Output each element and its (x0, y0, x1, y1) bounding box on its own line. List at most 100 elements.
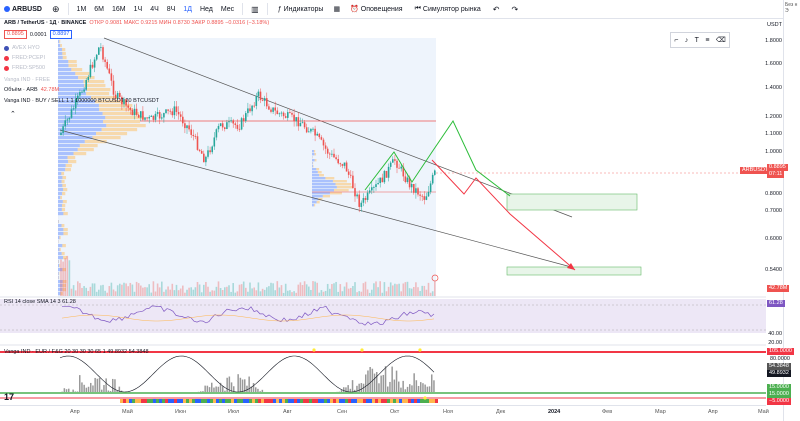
chart-type-icon[interactable]: ▥ (251, 4, 259, 14)
tf-8h[interactable]: 8Ч (166, 5, 176, 13)
candle-body (400, 166, 402, 169)
vanga-bottom-legend[interactable]: Vanga IND · EUR / F&G 20 30 30 30 65 1 4… (4, 349, 149, 355)
vanga-bar (391, 366, 393, 392)
tf-month[interactable]: Мес (220, 5, 235, 13)
volume-bar (72, 285, 75, 296)
volume-profile-bar (61, 252, 65, 256)
sell-price[interactable]: 0.8895 (4, 30, 27, 39)
volume-profile-bar (61, 224, 65, 228)
ribbon-cell (354, 399, 357, 403)
volume-bar (165, 289, 167, 296)
tf-4h[interactable]: 4Ч (150, 5, 159, 13)
ribbon-cell (123, 399, 126, 403)
vanga-tick: 15.0000 (767, 391, 791, 398)
indicator-3-label: FRED:SP500 (12, 65, 46, 71)
event-marker-icon[interactable] (431, 274, 439, 282)
compare-plus-icon[interactable]: ⊕ (52, 3, 60, 14)
candle-body (60, 132, 62, 135)
text-icon[interactable]: T (694, 36, 699, 44)
replay-label: Симулятор рынка (422, 5, 481, 13)
volume-bar (192, 289, 195, 296)
axis-currency[interactable]: USDT (767, 22, 782, 28)
tf-week[interactable]: Нед (199, 5, 213, 13)
eraser-icon[interactable]: ⌫ (715, 37, 726, 44)
candle-body (192, 134, 195, 137)
tf-1m[interactable]: 1М (76, 5, 87, 13)
candle-body (398, 167, 400, 169)
crosshair-icon[interactable]: ⌐ (674, 36, 679, 44)
symbol-search[interactable]: ARBUSD (0, 6, 48, 13)
vanga-bar (206, 385, 209, 392)
undo-icon[interactable]: ↶ (492, 4, 500, 14)
ribbon-cell (279, 399, 282, 403)
legend-vanga[interactable]: Vanga IND · BUY / SELL 1 1 1000000 BTCUS… (4, 98, 159, 104)
ribbon-cell (408, 399, 411, 403)
tf-1d[interactable]: 1Д (183, 5, 192, 13)
vanga-bar (213, 387, 215, 392)
replay-button[interactable]: ⏮ Симулятор рынка (409, 5, 487, 13)
redo-icon[interactable]: ↷ (511, 4, 519, 14)
legend-indicator-3[interactable]: FRED:SP500 (4, 65, 45, 71)
volume-bar (299, 282, 302, 296)
legend-volume[interactable]: Объём · ARB 42.78M (4, 87, 59, 93)
vanga-bar (200, 391, 202, 392)
collapse-legend-icon[interactable]: ⌃ (10, 111, 16, 118)
candle-body (320, 137, 323, 140)
vanga-bar (116, 390, 118, 392)
ribbon-cell (351, 399, 354, 403)
price-axis[interactable]: USDT 1.8000 1.6000 1.4000 1.2000 1.1000 … (765, 18, 784, 413)
volume-bar (308, 286, 310, 296)
candle-body (129, 107, 132, 110)
indicators-button[interactable]: ƒ Индикаторы (272, 6, 330, 13)
candle-body (364, 198, 367, 200)
ribbon-cell (387, 399, 390, 403)
volume-profile-bar (58, 116, 106, 120)
volume-profile-bar (58, 272, 59, 276)
volume-bar (406, 281, 409, 296)
volume-bar (345, 282, 348, 296)
volume-profile-bar (59, 264, 61, 268)
volume-bar (93, 283, 96, 296)
time-axis[interactable]: Апр Май Июн Июл Авг Сен Окт Ноя Дек 2024… (0, 405, 769, 420)
vanga-bar (376, 371, 378, 392)
tf-16m[interactable]: 16М (112, 5, 126, 13)
volume-profile-bar (59, 248, 61, 252)
templates-icon[interactable]: ▦ (333, 6, 341, 13)
volume-profile-bar (58, 140, 85, 144)
volume-bar (60, 259, 62, 296)
list-icon[interactable]: ≡ (705, 36, 710, 44)
note-icon[interactable]: ♪ (684, 36, 689, 44)
volume-profile-bar (58, 192, 63, 196)
legend-indicator-4[interactable]: Vanga IND · FREE (4, 77, 50, 83)
volume-profile-bar (312, 189, 334, 192)
tf-1h[interactable]: 1Ч (133, 5, 143, 13)
legend-indicator-2[interactable]: FRED:PCEPI (4, 55, 45, 61)
ribbon-cell (147, 399, 150, 403)
volume-profile-bar (58, 196, 61, 200)
volume-bar (280, 285, 283, 296)
candle-body (434, 170, 436, 175)
vanga-dot (423, 396, 427, 400)
volume-profile-bar (312, 165, 314, 168)
rsi-legend[interactable]: RSI 14 close SMA 14 3 61.28 (4, 299, 76, 305)
volume-profile-bar (65, 168, 71, 172)
volume-bar (316, 282, 318, 296)
tf-6m[interactable]: 6М (94, 5, 105, 13)
ribbon-cell (369, 399, 372, 403)
volume-profile-bar (58, 272, 60, 276)
vanga-bar (109, 391, 112, 392)
buy-price[interactable]: 0.8897 (49, 30, 73, 39)
candle-body (404, 176, 407, 183)
volume-bar (228, 285, 230, 296)
volume-profile-bar (79, 144, 98, 148)
volume-bar (119, 283, 121, 296)
ribbon-cell (414, 399, 417, 403)
volume-profile-bar (63, 232, 68, 236)
volume-bar (156, 283, 159, 296)
legend-indicator-1[interactable]: AVEX HYO (4, 45, 40, 51)
candle-body (266, 98, 268, 107)
candle-body (362, 198, 365, 203)
alerts-button[interactable]: ⏰ Оповещения (344, 5, 409, 14)
